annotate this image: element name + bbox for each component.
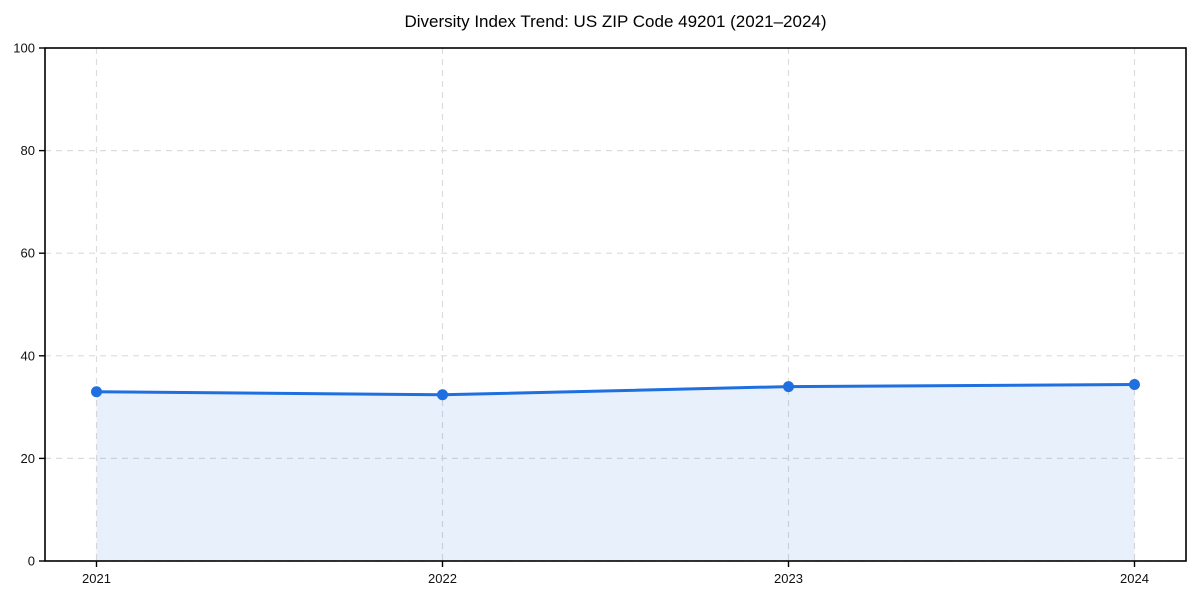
x-tick-label-2022: 2022 [428,571,457,586]
data-point-2024 [1129,379,1140,391]
data-point-2022 [437,389,448,401]
x-tick-label-2024: 2024 [1120,571,1149,586]
area-fill [96,384,1135,561]
x-tick-label-2021: 2021 [82,571,111,586]
chart-title: Diversity Index Trend: US ZIP Code 49201… [404,12,827,31]
y-tick-label-60: 60 [21,246,35,261]
data-point-2021 [91,386,102,398]
y-tick-label-100: 100 [13,41,35,56]
y-tick-label-40: 40 [21,348,35,363]
data-point-2023 [783,381,794,393]
y-tick-label-0: 0 [28,554,35,569]
y-tick-label-20: 20 [21,451,35,466]
plot-box [44,47,1187,562]
x-tick-label-2023: 2023 [774,571,803,586]
y-tick-label-80: 80 [21,143,35,158]
trend-line [95,383,1136,397]
